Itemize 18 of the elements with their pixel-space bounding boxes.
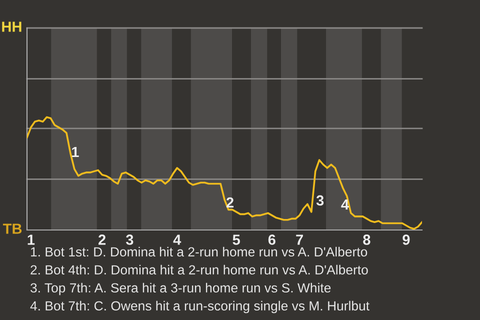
x-tick-label: 2 (98, 234, 106, 245)
text: 3. Top 7th: A. Sera hit a 3-run home run vs S. White (30, 282, 331, 296)
annotation: 1 (72, 146, 79, 158)
text: 4. Bot 7th: C. Owens hit a run-scoring single vs M. Hurlbut (30, 300, 370, 314)
x-tick-label: 4 (173, 234, 182, 245)
text: HH (2, 22, 22, 32)
x-tick-label: 7 (296, 234, 303, 245)
annotation: 2 (226, 197, 234, 208)
x-tick-label: 9 (402, 234, 410, 245)
x-tick-label: 1 (28, 234, 35, 245)
x-tick-label: 8 (363, 234, 370, 245)
x-tick-label: 3 (126, 234, 134, 245)
text: 1. Bot 1st: D. Domina hit a 2-run home run vs A. D'Alberto (31, 246, 368, 257)
annotation: 3 (316, 195, 324, 206)
text: 2. Bot 4th: D. Domina hit a 2-run home run vs A. D'Alberto (30, 264, 368, 275)
x-tick-label: 5 (232, 234, 240, 245)
text: TB (2, 224, 22, 234)
x-tick-label: 6 (268, 234, 276, 245)
